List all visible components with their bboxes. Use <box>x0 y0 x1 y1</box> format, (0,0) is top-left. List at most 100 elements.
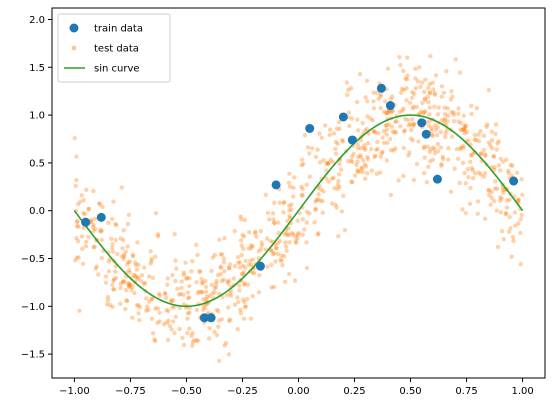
test-data-point <box>468 202 472 206</box>
test-data-point <box>237 288 241 292</box>
test-data-point <box>439 145 443 149</box>
test-data-point <box>337 172 341 176</box>
test-data-point <box>488 203 492 207</box>
test-data-point <box>401 106 405 110</box>
test-data-point <box>519 217 523 221</box>
test-data-point <box>74 184 78 188</box>
test-data-point <box>407 150 411 154</box>
test-data-point <box>182 273 186 277</box>
test-data-point <box>280 253 284 257</box>
test-data-point <box>144 296 148 300</box>
test-data-point <box>510 255 514 259</box>
test-data-point <box>236 255 240 259</box>
test-data-point <box>209 269 213 273</box>
test-data-point <box>497 163 501 167</box>
test-data-point <box>271 211 275 215</box>
test-data-point <box>497 139 501 143</box>
y-tick-label: −0.5 <box>21 254 45 265</box>
test-data-point <box>310 146 314 150</box>
test-data-point <box>391 148 395 152</box>
test-data-point <box>150 317 154 321</box>
test-data-point <box>335 187 339 191</box>
test-data-point <box>284 249 288 253</box>
test-data-point <box>323 123 327 127</box>
test-data-point <box>110 242 114 246</box>
test-data-point <box>187 276 191 280</box>
test-data-point <box>332 131 336 135</box>
test-data-point <box>328 127 332 131</box>
test-data-point <box>227 266 231 270</box>
x-tick-label: 0.50 <box>399 386 421 397</box>
test-data-point <box>471 176 475 180</box>
test-data-point <box>174 266 178 270</box>
test-data-point <box>147 274 151 278</box>
test-data-point <box>157 292 161 296</box>
test-data-point <box>195 308 199 312</box>
test-data-point <box>405 77 409 81</box>
test-data-point <box>392 130 396 134</box>
test-data-point <box>174 315 178 319</box>
test-data-point <box>170 273 174 277</box>
test-data-point <box>91 189 95 193</box>
test-data-point <box>398 63 402 67</box>
test-data-point <box>460 207 464 211</box>
test-data-point <box>507 230 511 234</box>
test-data-point <box>496 245 500 249</box>
test-data-point <box>169 327 173 331</box>
test-data-point <box>383 99 387 103</box>
test-data-point <box>499 210 503 214</box>
test-data-point <box>157 311 161 315</box>
test-data-point <box>519 213 523 217</box>
test-data-point <box>321 158 325 162</box>
test-data-point <box>267 217 271 221</box>
test-data-point <box>446 157 450 161</box>
test-data-point <box>92 245 96 249</box>
test-data-point <box>476 132 480 136</box>
test-data-point <box>301 187 305 191</box>
test-data-point <box>260 243 264 247</box>
test-data-point <box>106 221 110 225</box>
test-data-point <box>302 227 306 231</box>
test-data-point <box>211 255 215 259</box>
test-data-point <box>401 146 405 150</box>
test-data-point <box>466 175 470 179</box>
y-tick-label: 1.5 <box>29 63 45 74</box>
test-data-point <box>104 281 108 285</box>
test-data-point <box>462 146 466 150</box>
y-tick-label: 0.5 <box>29 158 45 169</box>
train-data-point <box>433 175 442 184</box>
test-data-point <box>304 240 308 244</box>
test-data-point <box>98 228 102 232</box>
test-data-point <box>390 125 394 129</box>
test-data-point <box>415 162 419 166</box>
test-data-point <box>127 213 131 217</box>
test-data-point <box>207 336 211 340</box>
test-data-point <box>300 193 304 197</box>
test-data-point <box>319 187 323 191</box>
test-data-point <box>476 212 480 216</box>
test-data-point <box>296 231 300 235</box>
test-data-point <box>126 222 130 226</box>
test-data-point <box>373 130 377 134</box>
test-data-point <box>483 152 487 156</box>
test-data-point <box>194 280 198 284</box>
test-data-point <box>500 229 504 233</box>
test-data-point <box>456 106 460 110</box>
test-data-series <box>73 54 525 363</box>
test-data-point <box>228 317 232 321</box>
test-data-point <box>418 85 422 89</box>
test-data-point <box>142 265 146 269</box>
test-data-point <box>410 90 414 94</box>
test-data-point <box>456 112 460 116</box>
test-data-point <box>204 290 208 294</box>
test-data-point <box>284 244 288 248</box>
test-data-point <box>409 128 413 132</box>
test-data-point <box>75 219 79 223</box>
test-data-point <box>436 112 440 116</box>
test-data-point <box>495 147 499 151</box>
test-data-point <box>272 201 276 205</box>
test-data-point <box>465 130 469 134</box>
test-data-point <box>314 155 318 159</box>
test-data-point <box>358 153 362 157</box>
